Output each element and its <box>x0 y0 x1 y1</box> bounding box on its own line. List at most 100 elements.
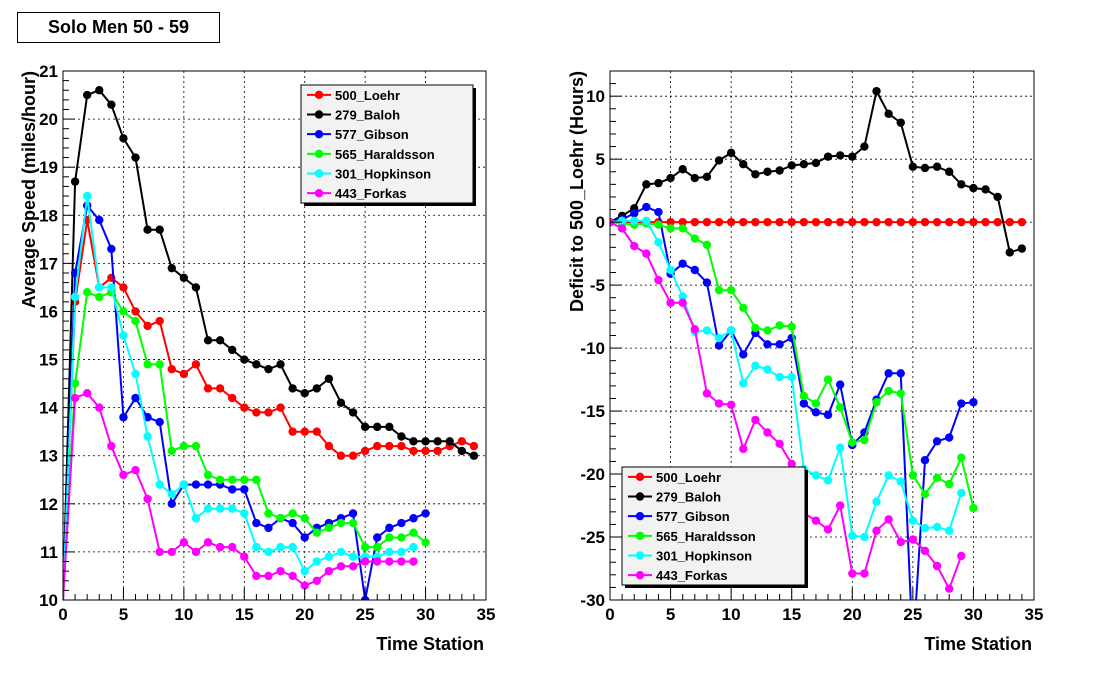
data-point <box>702 389 712 398</box>
data-point <box>739 160 748 169</box>
data-point <box>228 504 237 513</box>
data-point <box>143 432 152 441</box>
legend-label: 577_Gibson <box>656 509 730 524</box>
data-point <box>397 441 406 451</box>
data-point <box>191 441 201 451</box>
data-point <box>324 552 334 561</box>
data-point <box>908 217 918 227</box>
data-point <box>203 504 213 513</box>
data-point <box>920 163 930 173</box>
data-point <box>203 470 213 480</box>
y-tick-label: 5 <box>596 150 605 169</box>
y-tick-label: 17 <box>39 254 58 273</box>
data-point <box>240 475 249 484</box>
data-point <box>714 285 724 295</box>
data-point <box>751 415 760 425</box>
data-point <box>690 265 699 275</box>
data-point <box>920 524 930 533</box>
data-point <box>726 400 736 409</box>
data-point <box>775 321 784 330</box>
data-point <box>884 471 893 480</box>
legend-label: 443_Forkas <box>656 568 728 583</box>
data-point <box>799 160 809 169</box>
ticks <box>609 70 1035 601</box>
data-point <box>191 480 201 489</box>
data-point <box>119 470 128 480</box>
data-point <box>739 350 748 359</box>
data-point <box>324 523 334 533</box>
data-point <box>348 408 358 417</box>
y-tick-label: -25 <box>580 528 605 547</box>
data-point <box>896 118 905 127</box>
data-point <box>908 162 918 171</box>
data-point <box>678 224 687 233</box>
data-point <box>300 514 309 523</box>
data-point <box>397 432 406 441</box>
data-point <box>642 249 651 258</box>
data-point <box>179 273 189 282</box>
data-point <box>264 509 273 518</box>
data-point <box>252 408 261 417</box>
data-point <box>240 403 249 412</box>
data-point <box>252 542 261 552</box>
legend-label: 565_Haraldsson <box>656 529 756 544</box>
data-point <box>739 379 748 388</box>
data-point <box>252 360 261 369</box>
y-tick-label: 21 <box>39 62 58 81</box>
data-point <box>896 217 905 227</box>
data-point <box>288 509 297 518</box>
data-point <box>276 542 285 552</box>
x-tick-label: 20 <box>295 605 314 624</box>
data-point <box>617 224 627 233</box>
data-point <box>835 217 845 227</box>
data-point <box>775 166 784 175</box>
data-point <box>835 380 845 389</box>
data-point <box>240 552 249 561</box>
data-point <box>167 490 176 499</box>
data-point <box>981 217 990 227</box>
data-point <box>385 533 394 542</box>
data-point <box>726 217 736 227</box>
data-point <box>884 369 893 378</box>
data-point <box>373 557 382 566</box>
data-point <box>860 435 869 445</box>
data-point <box>896 369 905 378</box>
data-point <box>642 180 651 189</box>
data-point <box>228 475 237 484</box>
data-point <box>823 375 833 384</box>
x-tick-label: 35 <box>1025 605 1044 624</box>
data-point <box>155 360 164 369</box>
data-point <box>884 109 893 119</box>
x-tick-label: 15 <box>235 605 254 624</box>
data-point <box>264 523 273 533</box>
data-point <box>666 224 675 233</box>
data-point <box>775 217 784 227</box>
data-point <box>920 490 930 499</box>
data-point <box>957 551 966 561</box>
data-point <box>763 340 772 349</box>
data-point <box>409 514 418 523</box>
data-point <box>690 234 699 243</box>
data-point <box>179 441 189 451</box>
y-tick-label: 16 <box>39 302 58 321</box>
data-point <box>143 225 152 234</box>
data-point <box>70 379 80 388</box>
data-point <box>811 217 821 227</box>
data-point <box>969 183 978 193</box>
data-point <box>690 325 699 334</box>
data-point <box>131 153 140 162</box>
data-point <box>360 557 370 566</box>
data-point <box>932 473 942 483</box>
data-point <box>131 307 140 316</box>
data-point <box>348 562 358 571</box>
data-point <box>896 389 905 398</box>
y-tick-label: 12 <box>39 495 58 514</box>
data-point <box>642 202 651 212</box>
data-point <box>957 453 966 462</box>
data-point <box>969 217 978 227</box>
data-point <box>666 265 675 275</box>
data-point <box>82 389 92 398</box>
legend-label: 565_Haraldsson <box>335 147 435 162</box>
x-tick-label: 25 <box>356 605 375 624</box>
data-point <box>385 523 394 533</box>
